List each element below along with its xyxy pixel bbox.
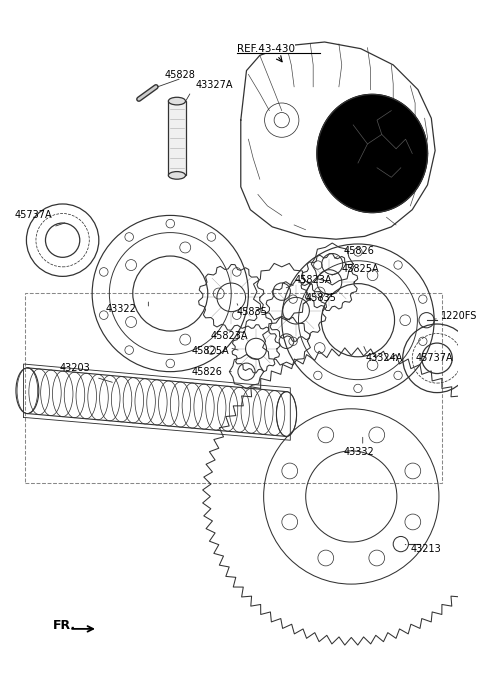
Text: 45823A: 45823A xyxy=(210,331,248,342)
Text: 45825A: 45825A xyxy=(342,264,379,274)
Text: 43327A: 43327A xyxy=(196,80,233,90)
Text: 43324A: 43324A xyxy=(366,353,403,363)
Bar xyxy=(168,101,185,176)
Text: 45737A: 45737A xyxy=(15,210,53,220)
Text: 45835: 45835 xyxy=(306,294,336,303)
Text: 43213: 43213 xyxy=(410,544,441,554)
Bar xyxy=(24,293,442,483)
Text: 43322: 43322 xyxy=(106,304,136,313)
Text: REF.43-430: REF.43-430 xyxy=(237,43,295,54)
Text: 45835: 45835 xyxy=(237,307,268,317)
Text: FR.: FR. xyxy=(53,619,76,632)
Text: 45826: 45826 xyxy=(191,367,222,377)
Text: 1220FS: 1220FS xyxy=(441,311,477,321)
Text: 43332: 43332 xyxy=(344,446,374,457)
Text: 45826: 45826 xyxy=(344,246,374,256)
Text: 45825A: 45825A xyxy=(191,346,229,356)
Ellipse shape xyxy=(168,172,185,179)
Text: 45737A: 45737A xyxy=(415,353,453,363)
Ellipse shape xyxy=(168,97,185,105)
Text: 45823A: 45823A xyxy=(294,275,332,285)
Text: 43203: 43203 xyxy=(60,363,91,373)
Polygon shape xyxy=(317,94,428,212)
Text: 45828: 45828 xyxy=(165,70,195,81)
